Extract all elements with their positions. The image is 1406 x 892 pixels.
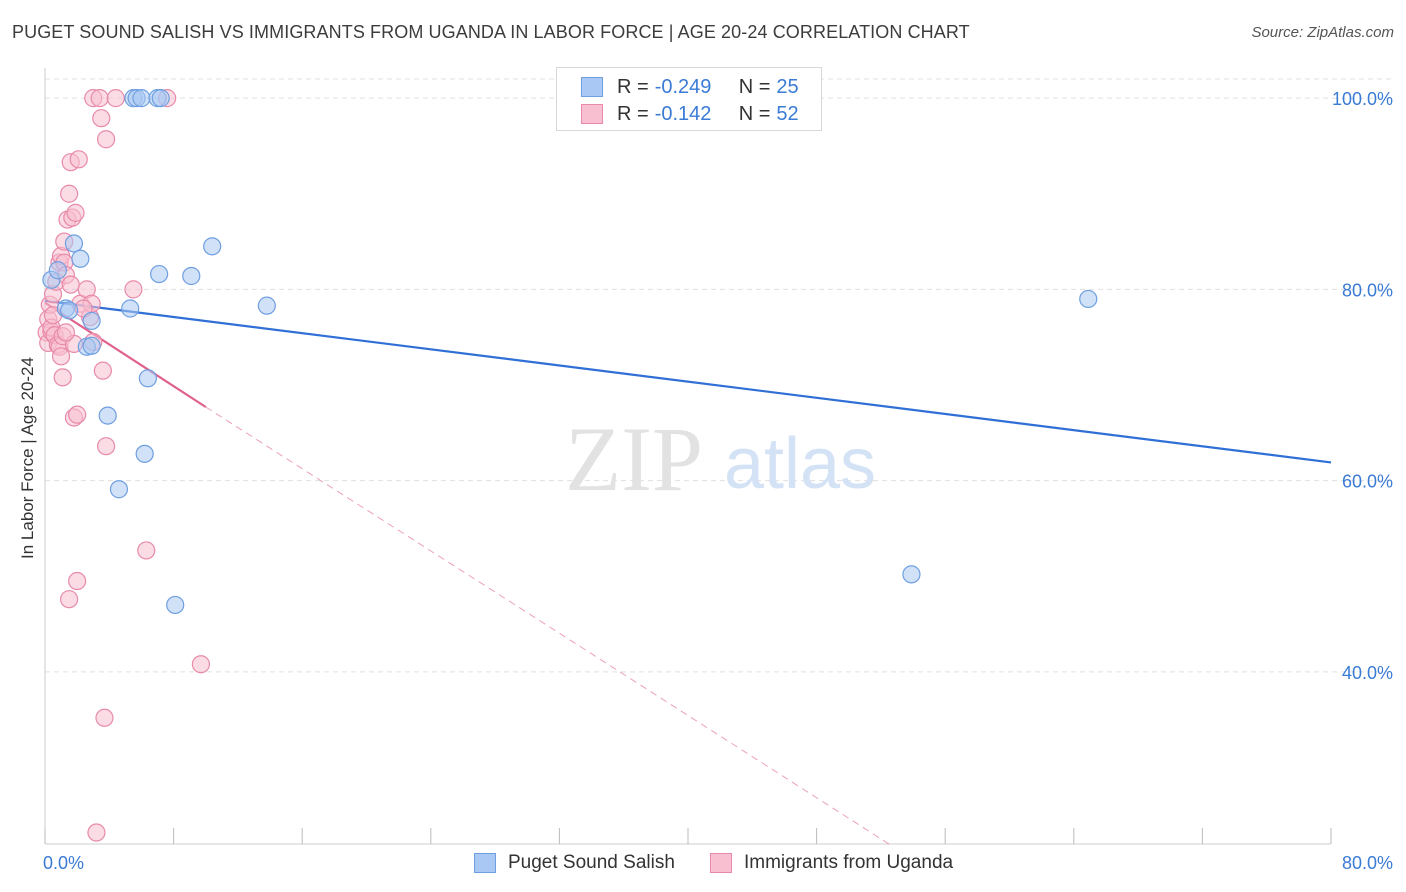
data-point-uganda (60, 590, 79, 609)
data-point-uganda (68, 405, 87, 424)
trend-lines (44, 299, 1332, 845)
data-point-puget (64, 234, 84, 253)
data-point-puget (48, 261, 67, 280)
data-point-uganda (106, 89, 125, 108)
data-point-puget (902, 565, 921, 584)
tick-labels: 40.0% 60.0% 80.0% 100.0% 0.0% 80.0% (43, 89, 1393, 873)
x-tick-label-min: 0.0% (43, 853, 84, 873)
data-point-uganda (124, 280, 143, 299)
grid-layer (45, 78, 1392, 673)
data-point-puget (71, 249, 90, 268)
data-point-puget (135, 444, 154, 463)
data-point-uganda (93, 361, 112, 380)
y-tick-label: 100.0% (1332, 89, 1393, 109)
correlation-stats-box: R = -0.249 N = 25 R = -0.142 N = 52 (556, 67, 822, 131)
data-point-puget (132, 89, 151, 108)
data-point-puget (60, 301, 79, 320)
chart-legend: Puget Sound Salish Immigrants from Ugand… (0, 852, 1406, 878)
trend-line-puget (44, 299, 1332, 464)
data-point-uganda (96, 437, 116, 456)
watermark-zip: ZIP (565, 408, 703, 510)
data-point-uganda (95, 708, 114, 727)
data-point-puget (257, 296, 276, 315)
data-point-puget (150, 264, 169, 284)
stats-swatch-uganda (581, 104, 603, 124)
stats-swatch-puget (581, 77, 603, 97)
data-point-uganda (90, 89, 109, 108)
data-point-uganda (92, 109, 111, 128)
y-tick-label: 40.0% (1342, 663, 1393, 683)
source-credit: Source: ZipAtlas.com (1251, 24, 1394, 41)
trend-extension-uganda (205, 406, 890, 845)
chart-title: PUGET SOUND SALISH VS IMMIGRANTS FROM UG… (12, 22, 970, 42)
data-point-uganda (96, 130, 116, 149)
data-point-puget (182, 266, 201, 286)
legend-swatch-puget (474, 853, 496, 873)
data-point-puget (121, 299, 140, 318)
stats-n-label: N = (738, 75, 771, 98)
data-point-uganda (53, 368, 72, 387)
data-point-uganda (191, 655, 211, 674)
data-point-puget (166, 595, 185, 615)
stats-r-value: -0.249 (654, 75, 712, 98)
legend-label-uganda: Immigrants from Uganda (744, 852, 954, 873)
legend-swatch-uganda (710, 853, 732, 873)
data-point-puget (203, 237, 222, 256)
data-point-puget (82, 311, 101, 331)
data-point-uganda (61, 275, 80, 294)
data-point-puget (138, 369, 157, 388)
stats-n-label: N = (738, 102, 771, 125)
data-point-uganda (69, 150, 88, 169)
stats-r-label: R = (617, 75, 649, 98)
axes (44, 68, 1332, 845)
stats-n-value: 52 (776, 102, 799, 125)
stats-r-label: R = (617, 102, 649, 125)
stats-r-value: -0.142 (654, 102, 712, 125)
data-point-uganda (87, 823, 106, 842)
data-point-uganda (137, 541, 156, 560)
y-tick-label: 60.0% (1342, 472, 1393, 492)
stats-n-value: 25 (776, 75, 799, 98)
trend-line-uganda (44, 301, 207, 408)
legend-item-puget[interactable]: Puget Sound Salish (474, 852, 675, 874)
stats-row-uganda: R = -0.142 N = 52 (581, 101, 799, 127)
data-point-uganda (51, 347, 71, 366)
data-points (37, 89, 1098, 842)
y-tick-label: 80.0% (1342, 280, 1393, 300)
stats-row-puget: R = -0.249 N = 25 (581, 74, 799, 100)
data-point-puget (109, 480, 129, 499)
data-point-puget (1079, 289, 1098, 309)
legend-item-uganda[interactable]: Immigrants from Uganda (710, 852, 953, 874)
data-point-puget (98, 406, 117, 425)
data-point-uganda (56, 323, 75, 342)
watermark: ZIP atlas (565, 408, 876, 510)
watermark-atlas: atlas (724, 424, 876, 504)
data-point-uganda (66, 203, 85, 222)
x-tick-label-max: 80.0% (1342, 853, 1393, 873)
data-point-uganda (60, 184, 79, 203)
data-point-uganda (68, 571, 87, 591)
data-point-puget (151, 89, 170, 108)
data-point-puget (82, 336, 101, 355)
legend-label-puget: Puget Sound Salish (508, 852, 675, 873)
